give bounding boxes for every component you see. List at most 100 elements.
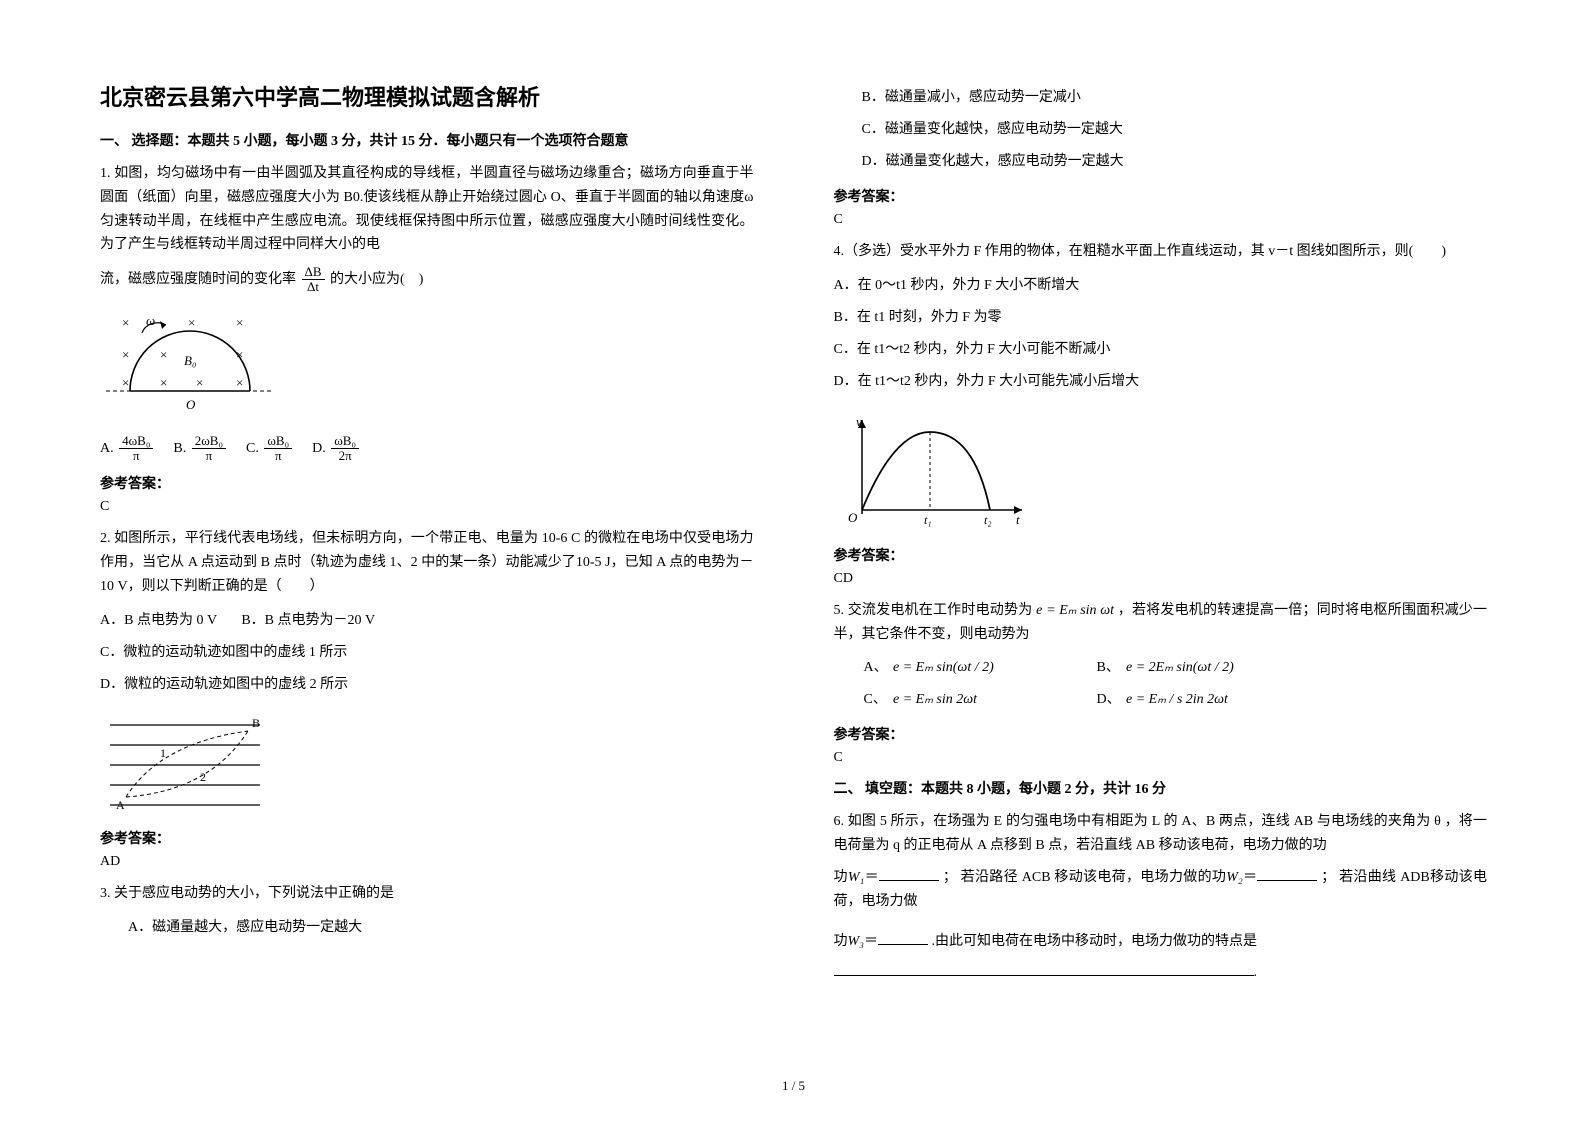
q1-d-num: ωB₀: [331, 434, 359, 449]
q4-ans-label: 参考答案：: [834, 545, 1488, 565]
q1-b-num: 2ωB₀: [192, 434, 226, 449]
q4-opt-b: B．在 t1 时刻，外力 F 为零: [834, 304, 1488, 332]
svg-text:×: ×: [188, 315, 195, 330]
fig1-omega: ω: [146, 313, 155, 328]
svg-text:×: ×: [122, 347, 129, 362]
q1-opt-b: B. 2ωB₀π: [173, 434, 228, 464]
q1-opt-d: D. ωB₀2π: [312, 434, 361, 464]
q5-a-l: A、: [864, 654, 890, 682]
q5-stem-a: 5. 交流发电机在工作时电动势为: [834, 603, 1033, 618]
q1-stem-2a: 流，磁感应强度随时间的变化率: [100, 272, 296, 287]
q6-line2: 功W₁＝ ； 若沿路径 ACB 移动该电荷，电场力做的功W₂＝ ； 若沿曲线 A…: [834, 866, 1488, 914]
q5-opts-row2: C、 e = Eₘ sin 2ωt D、 e = Eₘ / s 2in 2ωt: [834, 686, 1488, 714]
q1-d-den: 2π: [331, 449, 359, 463]
q6-stem-d2: 功: [834, 934, 848, 949]
q2-opt-a: A．B 点电势为 0 V: [100, 613, 217, 628]
q6-stem-e: .由此可知电荷在电场中移动时，电场力做功的特点是: [932, 934, 1258, 949]
figvt-v: v: [856, 414, 862, 429]
q5-b-l: B、: [1097, 654, 1123, 682]
q4-opt-a: A．在 0～t1 秒内，外力 F 大小不断增大: [834, 272, 1488, 300]
fig2-a: A: [116, 798, 125, 812]
q2-stem: 2. 如图所示，平行线代表电场线，但未标明方向，一个带正电、电量为 10-6 C…: [100, 527, 754, 598]
q6-stem-d1: 功: [834, 870, 848, 885]
q5-expr: e = Eₘ sin ωt: [1036, 603, 1114, 618]
q1-c-den: π: [264, 449, 292, 463]
q6-eq2: ＝: [1243, 870, 1258, 885]
q6-blank-2: [1257, 867, 1317, 881]
q1-stem-2b: 的大小应为( ): [330, 272, 423, 287]
q1-d-letter: D.: [312, 441, 326, 456]
q6-blank-4: [834, 962, 1254, 976]
q5-opt-b: e = 2Eₘ sin(ωt / 2): [1126, 660, 1234, 675]
q1-ans: C: [100, 499, 754, 515]
rate-fraction: ΔB Δt: [302, 265, 325, 295]
q1-stem: 1. 如图，均匀磁场中有一由半圆弧及其直径构成的导线框，半圆直径与磁场边缘重合；…: [100, 162, 754, 257]
q6-w2: W₂: [1226, 870, 1243, 885]
q3-stem: 3. 关于感应电动势的大小，下列说法中正确的是: [100, 882, 754, 906]
rate-num: ΔB: [302, 265, 325, 280]
q3-opt-a: A．磁通量越大，感应电动势一定越大: [100, 914, 754, 942]
q4-figure: v O t₁ t₂ t: [834, 410, 1488, 535]
section-1-heading: 一、 选择题：本题共 5 小题，每小题 3 分，共计 15 分．每小题只有一个选…: [100, 130, 754, 150]
q6-w1: W₁: [848, 870, 865, 885]
svg-text:×: ×: [160, 347, 167, 362]
q1-opt-c: C. ωB₀π: [246, 434, 294, 464]
page-title: 北京密云县第六中学高二物理模拟试题含解析: [100, 80, 754, 112]
q6-line1: 6. 如图 5 所示，在场强为 E 的匀强电场中有相距为 L 的 A、B 两点，…: [834, 810, 1488, 858]
q5-opts-row1: A、 e = Eₘ sin(ωt / 2) B、 e = 2Eₘ sin(ωt …: [834, 654, 1488, 682]
q5-c-l: C、: [864, 686, 890, 714]
svg-text:×: ×: [122, 315, 129, 330]
right-column: B．磁通量减小，感应动势一定减小 C．磁通量变化越快，感应电动势一定越大 D．磁…: [834, 80, 1488, 993]
fig1-b0: B₀: [184, 353, 196, 368]
q1-b-den: π: [192, 449, 226, 463]
q2-opt-b: B．B 点电势为－20 V: [241, 613, 375, 628]
figvt-t: t: [1016, 512, 1020, 527]
svg-text:×: ×: [122, 375, 129, 390]
q4-stem: 4.（多选）受水平外力 F 作用的物体，在粗糙水平面上作直线运动，其 v－t 图…: [834, 240, 1488, 264]
q6-eq3: ＝: [864, 934, 878, 949]
q6-line3: 功W₃＝ .由此可知电荷在电场中移动时，电场力做功的特点是: [834, 930, 1488, 954]
q5-stem: 5. 交流发电机在工作时电动势为 e = Eₘ sin ωt ，若将发电机的转速…: [834, 599, 1488, 647]
fig2-1: 1: [160, 746, 166, 760]
svg-text:×: ×: [236, 375, 243, 390]
figvt-t2: t₂: [984, 513, 992, 527]
q1-a-den: π: [119, 449, 153, 463]
figvt-t1: t₁: [924, 513, 932, 527]
q2-figure: A B 1 2: [100, 713, 754, 818]
q6-eq1: ＝: [864, 870, 879, 885]
q1-options: A. 4ωB₀π B. 2ωB₀π C. ωB₀π D. ωB₀2π: [100, 434, 754, 464]
q5-opt-c: e = Eₘ sin 2ωt: [893, 686, 1093, 714]
q4-ans: CD: [834, 571, 1488, 587]
q5-d-l: D、: [1097, 686, 1123, 714]
q5-ans-label: 参考答案：: [834, 724, 1488, 744]
fig1-o: O: [186, 397, 196, 412]
q1-ans-label: 参考答案：: [100, 473, 754, 493]
section-2-heading: 二、 填空题：本题共 8 小题，每小题 2 分，共计 16 分: [834, 778, 1488, 798]
q5-ans: C: [834, 750, 1488, 766]
q6-blank-3: [878, 931, 928, 945]
q3-opt-b: B．磁通量减小，感应动势一定减小: [834, 84, 1488, 112]
svg-text:×: ×: [236, 315, 243, 330]
q2-ans-label: 参考答案：: [100, 828, 754, 848]
q2-ans: AD: [100, 854, 754, 870]
q4-opt-c: C．在 t1～t2 秒内，外力 F 大小可能不断减小: [834, 336, 1488, 364]
svg-text:×: ×: [160, 375, 167, 390]
q3-ans: C: [834, 212, 1488, 228]
q4-opt-d: D．在 t1～t2 秒内，外力 F 大小可能先减小后增大: [834, 368, 1488, 396]
q2-opts-ab: A．B 点电势为 0 V B．B 点电势为－20 V: [100, 607, 754, 635]
q1-c-letter: C.: [246, 441, 259, 456]
q5-opt-d: e = Eₘ / s 2in 2ωt: [1126, 692, 1228, 707]
q6-stem-b: ； 若沿路径 ACB 移动该电荷，电场力做的功: [943, 870, 1226, 885]
rate-den: Δt: [302, 280, 325, 294]
q1-c-num: ωB₀: [264, 434, 292, 449]
q2-opt-c: C．微粒的运动轨迹如图中的虚线 1 所示: [100, 639, 754, 667]
q2-opt-d: D．微粒的运动轨迹如图中的虚线 2 所示: [100, 671, 754, 699]
q1-opt-a: A. 4ωB₀π: [100, 434, 155, 464]
q1-b-letter: B.: [173, 441, 186, 456]
q1-figure: × × × × × × × × × ×: [100, 309, 754, 424]
q3-ans-label: 参考答案：: [834, 186, 1488, 206]
q6-w3: W₃: [848, 934, 865, 949]
q6-line4: .: [834, 961, 1488, 985]
q6-stem-a: 6. 如图 5 所示，在场强为 E 的匀强电场中有相距为 L 的 A、B 两点，…: [834, 814, 1488, 853]
q1-stem-2: 流，磁感应强度随时间的变化率 ΔB Δt 的大小应为( ): [100, 265, 754, 295]
